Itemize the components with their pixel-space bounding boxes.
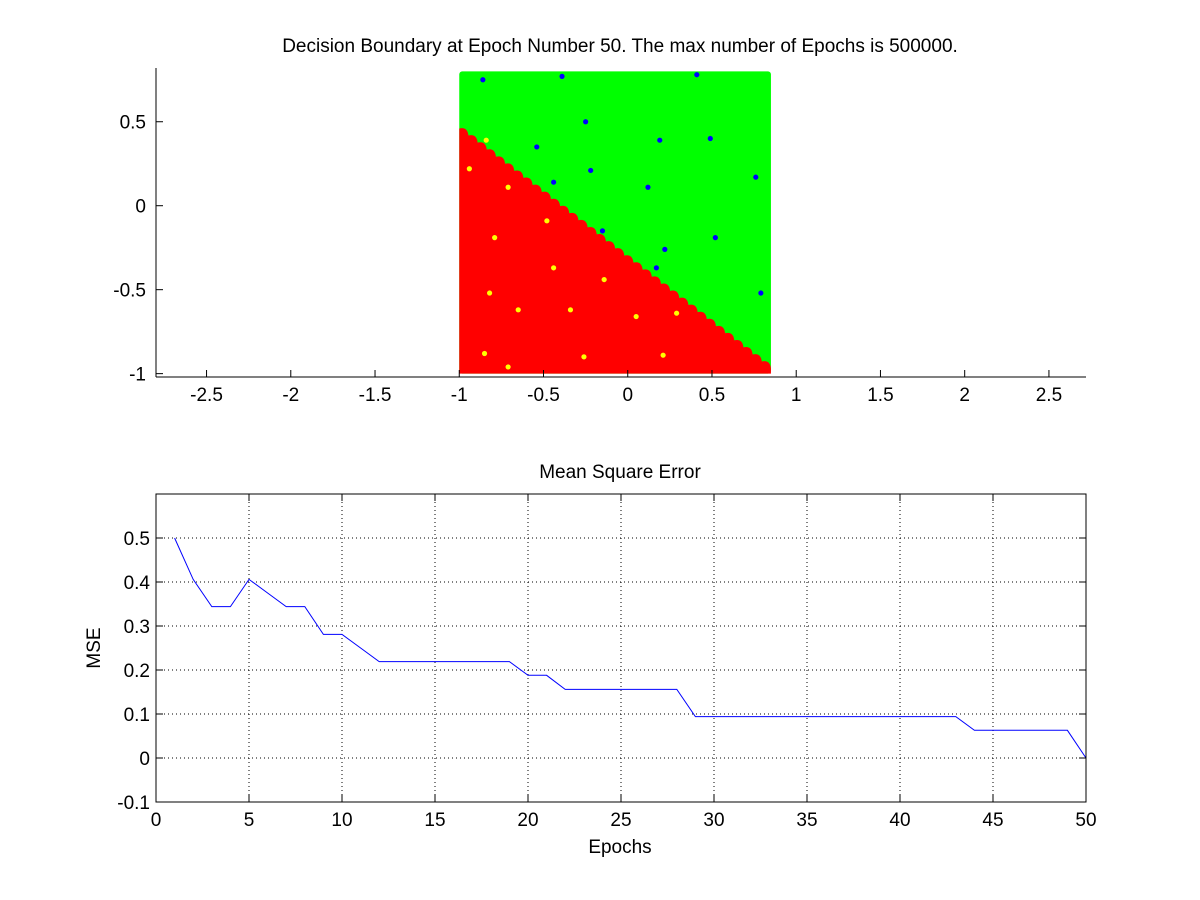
yellow-point (481, 350, 488, 357)
blue-point (583, 119, 589, 125)
y-tick-label: 0.5 (120, 113, 146, 134)
x-tick-label: 1.5 (867, 385, 893, 406)
yellow-point (544, 218, 550, 224)
blue-point (551, 179, 557, 185)
yellow-point (633, 313, 639, 320)
red-region (459, 128, 771, 374)
x-tick-label: 50 (1075, 810, 1096, 831)
y-tick-label: 0 (139, 749, 150, 770)
mse-y-axis-label: MSE (84, 627, 105, 668)
x-tick-label: 40 (889, 810, 910, 831)
mse-x-ticks: 0 5 10 15 20 25 30 35 40 45 50 (151, 494, 1097, 831)
y-tick-label: 0.3 (124, 617, 150, 638)
decision-boundary-title: Decision Boundary at Epoch Number 50. Th… (282, 36, 958, 57)
blue-point (707, 135, 713, 142)
y-tick-label: -0.1 (117, 793, 150, 814)
x-tick-label: 0 (151, 810, 162, 831)
x-tick-label: 45 (982, 810, 1003, 831)
y-tick-label: 0.2 (124, 661, 150, 682)
decision-boundary-y-ticks: 0.5 0 -0.5 -1 (113, 113, 163, 386)
x-tick-label: 0 (622, 385, 633, 406)
x-tick-label: -1.5 (359, 385, 392, 406)
y-tick-label: -0.5 (113, 281, 146, 302)
x-tick-label: 25 (610, 810, 631, 831)
mse-x-axis-label: Epochs (588, 837, 651, 858)
blue-point (662, 246, 668, 252)
x-tick-label: -2 (282, 385, 299, 406)
x-tick-label: 20 (517, 810, 538, 831)
mse-title: Mean Square Error (539, 462, 701, 483)
decision-regions (459, 71, 771, 374)
yellow-point (551, 265, 557, 271)
blue-point (712, 235, 718, 241)
yellow-point (492, 235, 498, 241)
blue-point (480, 77, 486, 83)
y-tick-label: -1 (129, 365, 146, 386)
yellow-point (515, 307, 521, 313)
y-tick-label: 0.4 (124, 573, 151, 594)
y-tick-label: 0.1 (124, 705, 150, 726)
x-tick-label: 30 (703, 810, 724, 831)
mse-plot: Mean Square Error 0 5 10 15 20 25 30 35 40 45 50 -… (84, 462, 1097, 858)
yellow-point (581, 354, 587, 360)
blue-point (599, 228, 606, 234)
yellow-point (660, 352, 666, 358)
mse-y-ticks: -0.1 0 0.1 0.2 0.3 0.4 0.5 (117, 529, 1086, 814)
blue-point (653, 265, 659, 271)
blue-point (588, 167, 594, 174)
y-tick-label: 0 (135, 197, 146, 218)
x-tick-label: 15 (424, 810, 445, 831)
x-tick-label: 2 (959, 385, 970, 406)
x-tick-label: 0.5 (699, 385, 725, 406)
y-tick-label: 0.5 (124, 529, 150, 550)
x-tick-label: 35 (796, 810, 817, 831)
x-tick-label: -2.5 (190, 385, 223, 406)
x-tick-label: -0.5 (527, 385, 560, 406)
yellow-point (505, 184, 511, 190)
yellow-point (486, 290, 493, 296)
yellow-point (567, 307, 574, 313)
yellow-point (601, 276, 607, 283)
x-tick-label: 1 (791, 385, 802, 406)
yellow-point (673, 310, 680, 316)
yellow-point (505, 364, 511, 370)
x-tick-label: 10 (331, 810, 352, 831)
training-points (466, 72, 764, 370)
blue-point (645, 184, 651, 190)
yellow-point (483, 137, 489, 143)
blue-point (753, 174, 759, 180)
blue-point (534, 144, 540, 150)
blue-point (758, 290, 764, 296)
decision-boundary-plot: Decision Boundary at Epoch Number 50. Th… (113, 36, 1086, 406)
mse-grid (156, 494, 1086, 802)
x-tick-label: 2.5 (1036, 385, 1062, 406)
blue-point (559, 73, 565, 79)
mse-line (174, 537, 1087, 759)
blue-point (657, 137, 663, 143)
decision-boundary-x-ticks: -2.5 -2 -1.5 -1 -0.5 0 0.5 1 1.5 2 2.5 (190, 370, 1062, 406)
x-tick-label: -1 (451, 385, 468, 406)
yellow-point (466, 166, 472, 172)
blue-point (694, 72, 700, 78)
x-tick-label: 5 (244, 810, 255, 831)
